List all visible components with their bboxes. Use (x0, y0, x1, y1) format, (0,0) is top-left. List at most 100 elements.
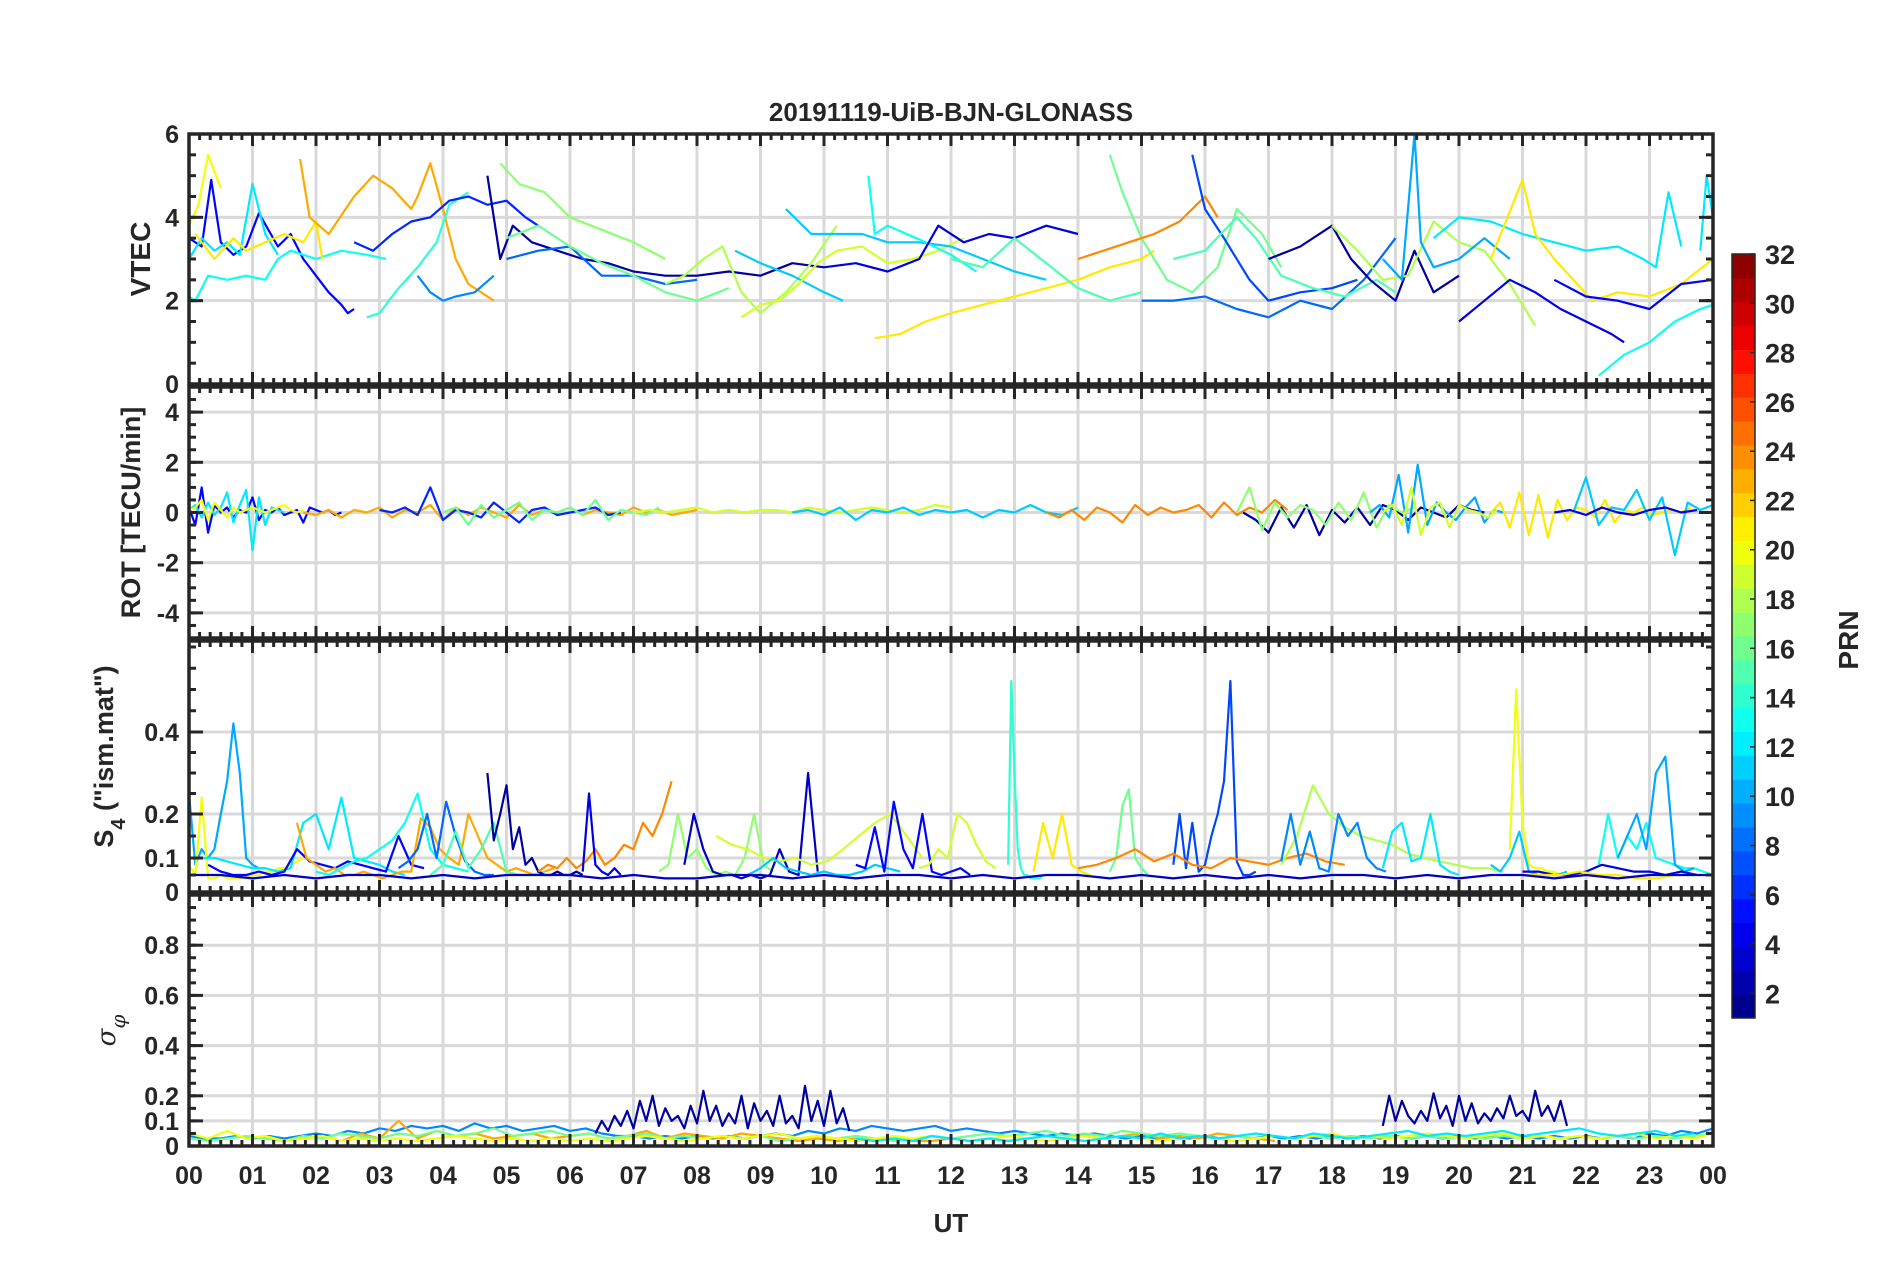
colorbar-segment (1732, 612, 1755, 637)
colorbar-segment (1732, 397, 1755, 422)
x-tick-label: 20 (1445, 1162, 1473, 1190)
series-line-prn-16 (506, 224, 730, 302)
x-tick-label: 13 (1001, 1162, 1029, 1190)
x-tick-label: 00 (175, 1162, 203, 1190)
colorbar-tick-label: 2 (1765, 979, 1780, 1009)
panel-rot: -4 -2 0 2 4 ROT [TECU/min] (116, 385, 1715, 640)
colorbar-segment (1732, 659, 1755, 685)
panel-s4: 0 0.1 0.2 0.4 S4 ("ism.mat") (89, 639, 1715, 907)
x-tick-label: 02 (302, 1162, 330, 1190)
y-axis-label: σφ (92, 1015, 130, 1047)
colorbar-segment (1732, 373, 1755, 398)
series-line-prn-5 (189, 178, 355, 315)
x-tick-label: 21 (1509, 1162, 1537, 1190)
series-line-prn-19 (918, 812, 997, 870)
y-tick-label: 2 (165, 288, 179, 316)
series-line-prn-5 (855, 800, 971, 877)
series-line-prn-9 (416, 274, 495, 302)
colorbar-tick-label: 18 (1765, 585, 1795, 615)
series-line-prn-24 (1077, 195, 1219, 261)
x-tick-label: 06 (556, 1162, 584, 1190)
series-line-prn-15 (950, 237, 1142, 302)
series-line-prn-11 (792, 503, 1079, 522)
series-line-prn-14 (1007, 679, 1044, 880)
x-tick-label: 18 (1318, 1162, 1346, 1190)
x-tick-label: 08 (683, 1162, 711, 1190)
y-tick-label: 0.1 (144, 1108, 179, 1136)
colorbar-tick-label: 24 (1765, 437, 1795, 467)
colorbar-segment (1732, 421, 1755, 446)
x-tick-label: 10 (810, 1162, 838, 1190)
series-line-prn-11 (1572, 476, 1713, 557)
colorbar-segment (1732, 683, 1755, 709)
colorbar-segment (1732, 707, 1755, 732)
colorbar-segment (1732, 946, 1755, 971)
y-tick-label: 0 (165, 371, 179, 399)
colorbar-segment (1732, 516, 1755, 541)
colorbar-tick-label: 32 (1765, 240, 1795, 270)
series-line-prn-11 (747, 856, 901, 877)
colorbar-tick-label: 10 (1765, 782, 1795, 812)
series-line-prn-21 (1489, 178, 1713, 302)
colorbar-segment (1732, 301, 1755, 327)
x-tick-label: 22 (1572, 1162, 1600, 1190)
series-line-prn-14 (366, 191, 470, 319)
series-line-prn-19 (1382, 486, 1498, 537)
panel-sigma: 00.10.2 0.4 0.6 0.8 σφ (92, 893, 1715, 1161)
colorbar-segment (1732, 540, 1755, 565)
y-label-rest: ("ism.mat") (89, 665, 119, 818)
colorbar-segment (1732, 349, 1755, 374)
colorbar-label: PRN (1833, 610, 1864, 669)
series-line-prn-11 (1490, 830, 1568, 877)
series-line-prn-13 (189, 249, 387, 302)
colorbar-segment (1732, 803, 1755, 828)
series-line-prn-17 (658, 812, 774, 877)
y-label-main: S (89, 830, 119, 848)
x-tick-label: 04 (429, 1162, 457, 1190)
colorbar-segment (1732, 850, 1755, 876)
series-line-prn-11 (785, 208, 1047, 281)
series-line-prn-18 (1331, 220, 1537, 327)
series-line-prn-4 (1522, 863, 1698, 877)
colorbar-tick-label: 22 (1765, 486, 1795, 516)
series-line-prn-15 (1173, 216, 1397, 298)
colorbar-tick-label: 28 (1765, 339, 1795, 369)
series-line-prn-12 (855, 1127, 1695, 1143)
y-tick-label: 0.4 (144, 1033, 179, 1061)
colorbar-segment (1732, 898, 1755, 923)
colorbar-segment (1732, 445, 1755, 470)
x-tick-label: 19 (1382, 1162, 1410, 1190)
series-line-prn-13 (867, 175, 978, 273)
colorbar-segment (1732, 254, 1755, 279)
y-tick-label: 0 (165, 500, 179, 528)
colorbar-segment (1732, 636, 1755, 661)
series-line-prn-2 (594, 1084, 851, 1134)
series-line-prn-21 (1522, 870, 1694, 880)
series-line-prn-7 (1172, 679, 1257, 877)
colorbar-tick-label: 26 (1765, 388, 1795, 418)
colorbar-frame (1731, 253, 1756, 1019)
series-line-prn-2 (1242, 503, 1485, 537)
colorbar-segment (1732, 564, 1755, 589)
series-line-prn-4 (1554, 506, 1698, 517)
colorbar-tick-label: 4 (1765, 930, 1780, 960)
series-line-prn-8 (506, 245, 698, 286)
colorbar-segment (1732, 970, 1755, 995)
series-line-prn-18 (1280, 784, 1504, 873)
series-line-prn-16 (1108, 154, 1283, 294)
x-tick-label: 15 (1128, 1162, 1156, 1190)
series-group (189, 463, 1713, 557)
series-line-prn-15 (429, 821, 545, 877)
colorbar-segment (1732, 755, 1755, 780)
series-line-prn-18 (664, 225, 838, 315)
colorbar-tick-label: 20 (1765, 536, 1795, 566)
y-tick-label: 0.2 (144, 801, 179, 829)
series-line-prn-7 (1191, 154, 1358, 302)
x-tick-label: 11 (874, 1162, 901, 1190)
series-line-prn-21 (194, 220, 324, 261)
y-tick-label: 0.2 (144, 1083, 179, 1111)
x-tick-label: 01 (239, 1162, 267, 1190)
colorbar-tick-label: 30 (1765, 289, 1795, 319)
